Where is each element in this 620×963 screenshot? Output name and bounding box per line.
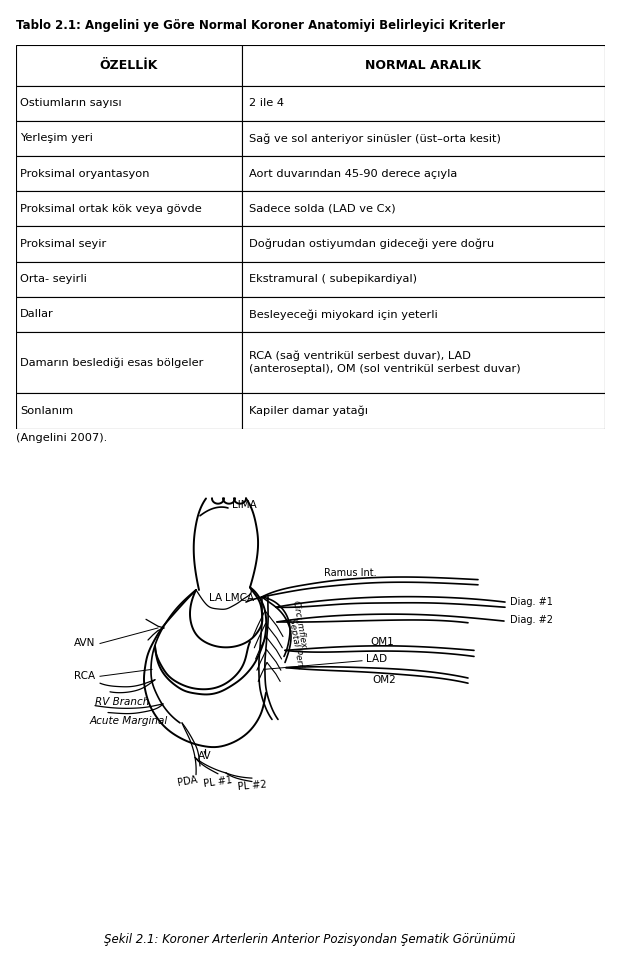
Bar [16,332,242,393]
Bar [16,45,242,86]
Text: Şekil 2.1: Koroner Arterlerin Anterior Pozisyondan Şematik Görünümü: Şekil 2.1: Koroner Arterlerin Anterior P… [104,933,516,947]
Text: NORMAL ARALIK: NORMAL ARALIK [365,59,481,72]
Text: Proksimal oryantasyon: Proksimal oryantasyon [20,169,149,178]
Text: Proksimal ortak kök veya gövde: Proksimal ortak kök veya gövde [20,204,202,214]
Text: PDA: PDA [176,775,198,789]
Text: RCA: RCA [74,671,95,681]
Text: LAD: LAD [366,654,387,664]
Text: Tablo 2.1: Angelini ye Göre Normal Koroner Anatomiyi Belirleyici Kriterler: Tablo 2.1: Angelini ye Göre Normal Koron… [16,18,505,32]
Text: LMCA: LMCA [225,593,254,603]
Text: PL #1: PL #1 [203,774,233,789]
Bar [242,262,604,297]
Text: ÖZELLİK: ÖZELLİK [100,59,158,72]
Bar [16,121,242,156]
Text: Septal Perf.: Septal Perf. [287,617,305,670]
Bar [16,226,242,262]
Text: Ostiumların sayısı: Ostiumların sayısı [20,98,122,108]
Text: Dallar: Dallar [20,309,54,320]
Text: Ramus Int.: Ramus Int. [324,568,376,578]
Text: Diag. #2: Diag. #2 [510,615,553,625]
Text: AV: AV [198,751,212,761]
Text: Acute Marginal: Acute Marginal [90,716,168,726]
Text: Sonlanım: Sonlanım [20,406,73,416]
Text: Diag. #1: Diag. #1 [510,597,553,607]
Bar [242,332,604,393]
Bar [242,393,604,429]
Text: Orta- seyirli: Orta- seyirli [20,274,87,284]
Text: Damarın beslediği esas bölgeler: Damarın beslediği esas bölgeler [20,357,203,368]
Text: (Angelini 2007).: (Angelini 2007). [16,433,107,443]
Text: Ekstramural ( subepikardiyal): Ekstramural ( subepikardiyal) [249,274,417,284]
Text: AVN: AVN [74,638,95,648]
Text: Sadece solda (LAD ve Cx): Sadece solda (LAD ve Cx) [249,204,396,214]
Bar [16,262,242,297]
Bar [242,192,604,226]
Bar [242,226,604,262]
Bar [242,45,604,86]
Text: OM1: OM1 [370,637,394,647]
Text: LIMA: LIMA [232,501,257,510]
Bar [242,121,604,156]
Text: Aort duvarından 45-90 derece açıyla: Aort duvarından 45-90 derece açıyla [249,169,458,178]
Bar [16,192,242,226]
Bar [242,86,604,121]
Text: 2 ile 4: 2 ile 4 [249,98,285,108]
Text: Proksimal seyir: Proksimal seyir [20,239,107,248]
Text: Besleyeceği miyokard için yeterli: Besleyeceği miyokard için yeterli [249,309,438,320]
Text: RV Branch: RV Branch [95,697,149,707]
Text: Doğrudan ostiyumdan gideceği yere doğru: Doğrudan ostiyumdan gideceği yere doğru [249,239,495,249]
Text: Kapiler damar yatağı: Kapiler damar yatağı [249,405,368,416]
Text: Sağ ve sol anteriyor sinüsler (üst–orta kesit): Sağ ve sol anteriyor sinüsler (üst–orta … [249,133,501,143]
Text: PL #2: PL #2 [237,780,267,793]
Bar [16,86,242,121]
Text: Circumflex: Circumflex [291,600,308,649]
Text: RCA (sağ ventrikül serbest duvar), LAD
(anteroseptal), OM (sol ventrikül serbest: RCA (sağ ventrikül serbest duvar), LAD (… [249,351,521,375]
Bar [242,297,604,332]
Bar [16,297,242,332]
Bar [242,156,604,192]
Bar [16,156,242,192]
Text: OM2: OM2 [372,675,396,685]
Text: LA: LA [209,593,222,603]
Bar [16,393,242,429]
Text: Yerleşim yeri: Yerleşim yeri [20,134,93,143]
